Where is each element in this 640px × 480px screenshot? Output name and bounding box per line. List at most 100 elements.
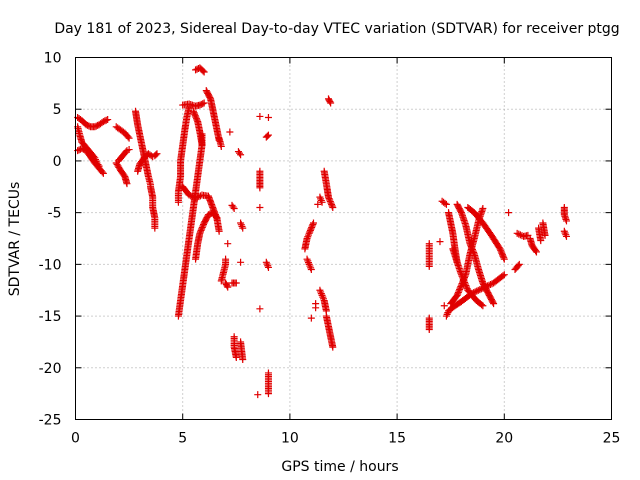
x-tick-label: 0 — [71, 431, 80, 447]
data-point — [487, 280, 495, 288]
data-point — [306, 262, 314, 270]
data-point — [456, 285, 464, 293]
data-point — [498, 249, 506, 257]
data-point — [441, 199, 449, 207]
data-point — [462, 282, 470, 290]
data-point — [473, 287, 481, 295]
data-point — [309, 219, 317, 227]
data-point — [560, 227, 568, 235]
data-point — [467, 241, 475, 249]
data-point — [314, 200, 322, 208]
data-point — [457, 271, 465, 279]
data-point — [195, 193, 203, 201]
data-point — [304, 233, 312, 241]
y-tick-label: 10 — [44, 51, 62, 67]
data-point — [254, 391, 262, 399]
data-point — [436, 238, 444, 246]
data-point — [153, 150, 161, 158]
data-point — [304, 259, 312, 267]
data-point — [151, 224, 159, 232]
data-point — [317, 290, 325, 298]
data-point — [500, 255, 508, 263]
data-point — [98, 168, 106, 176]
data-point — [469, 247, 477, 255]
data-point — [562, 232, 570, 240]
data-point — [230, 205, 238, 213]
x-axis-label: GPS time / hours — [281, 459, 398, 475]
data-point — [479, 205, 487, 213]
data-point — [198, 223, 206, 231]
data-point — [453, 291, 461, 299]
data-point — [319, 295, 327, 303]
grid-lines — [75, 57, 612, 420]
data-point — [239, 356, 247, 364]
data-point — [198, 140, 206, 148]
chart-title: Day 181 of 2023, Sidereal Day-to-day VTE… — [54, 21, 619, 37]
data-point — [443, 310, 451, 318]
data-point — [264, 113, 272, 121]
data-point — [229, 203, 237, 211]
data-point — [498, 251, 506, 259]
data-point — [256, 203, 264, 211]
data-point — [264, 263, 272, 271]
data-point — [497, 248, 505, 256]
data-point — [200, 68, 208, 76]
data-point — [312, 304, 320, 312]
data-point — [316, 286, 324, 294]
data-point — [459, 274, 467, 282]
data-point — [490, 300, 498, 308]
data-point — [479, 302, 487, 310]
x-tick-label: 10 — [281, 431, 299, 447]
data-point — [499, 272, 507, 280]
data-point — [237, 151, 245, 159]
y-tick-label: 0 — [53, 154, 62, 170]
data-point — [326, 198, 334, 206]
y-tick-label: -25 — [39, 413, 62, 429]
data-point — [425, 326, 433, 334]
data-point — [306, 228, 314, 236]
data-point — [461, 280, 469, 288]
data-point — [197, 226, 205, 234]
data-point — [303, 255, 311, 263]
data-point — [152, 151, 160, 159]
data-point — [238, 222, 246, 230]
data-point — [237, 221, 245, 229]
x-tick-label: 15 — [388, 431, 406, 447]
data-point — [306, 226, 314, 234]
data-point — [318, 291, 326, 299]
data-point — [454, 288, 462, 296]
tick-labels: 0 5 10 15 20 25 -25 -20 -15 -10 -5 0 5 10 — [39, 51, 621, 447]
data-point — [442, 312, 450, 320]
data-point — [307, 264, 315, 272]
data-point — [326, 98, 334, 106]
data-point — [256, 184, 264, 192]
data-point — [461, 278, 469, 286]
data-point — [514, 262, 522, 270]
data-point — [305, 260, 313, 268]
data-point — [305, 229, 313, 237]
data-point — [541, 231, 549, 239]
data-point — [316, 193, 324, 201]
data-point — [256, 112, 264, 120]
data-point — [237, 219, 245, 227]
data-point — [303, 235, 311, 242]
data-point — [224, 283, 232, 291]
y-tick-label: -10 — [39, 257, 62, 273]
data-point — [317, 288, 325, 296]
data-point — [456, 284, 464, 292]
data-point — [264, 390, 272, 398]
data-point — [471, 288, 479, 296]
data-point — [327, 199, 335, 207]
data-point — [470, 249, 478, 257]
data-point — [226, 128, 234, 136]
data-point — [317, 197, 325, 205]
data-point — [324, 193, 332, 201]
data-point — [532, 248, 540, 256]
data-point — [308, 222, 316, 230]
data-point — [328, 202, 336, 210]
data-point — [188, 193, 196, 201]
data-point — [199, 100, 207, 108]
data-point — [474, 286, 482, 294]
data-point — [326, 196, 334, 204]
data-point — [193, 193, 201, 201]
